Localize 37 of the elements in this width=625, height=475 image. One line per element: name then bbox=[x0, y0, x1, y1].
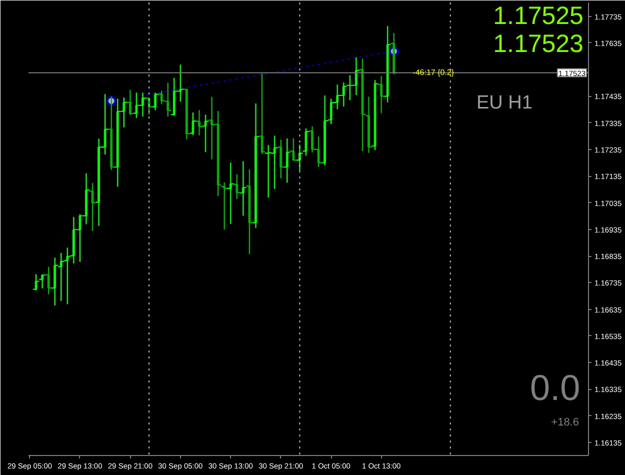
candlestick bbox=[365, 96, 373, 154]
candlestick bbox=[152, 92, 160, 110]
candlestick bbox=[384, 26, 392, 102]
annotation: 1.17525 bbox=[493, 2, 584, 30]
candlestick bbox=[57, 252, 65, 302]
candlestick bbox=[378, 76, 386, 114]
candlestick bbox=[358, 58, 366, 152]
candlestick bbox=[239, 161, 247, 216]
candlestick bbox=[277, 140, 285, 178]
candlestick bbox=[258, 74, 266, 154]
annotation: -46:17 {0.2} bbox=[412, 68, 454, 77]
candlestick bbox=[38, 274, 46, 289]
candlestick bbox=[252, 103, 260, 228]
annotation: +18.6 bbox=[551, 416, 579, 429]
candlestick bbox=[290, 138, 298, 161]
candlestick bbox=[108, 96, 116, 170]
candlestick bbox=[189, 112, 197, 136]
annotation: EU H1 bbox=[476, 92, 532, 114]
candlestick bbox=[246, 169, 254, 254]
candlestick bbox=[126, 90, 134, 116]
candlestick bbox=[88, 182, 96, 232]
candlestick bbox=[202, 114, 210, 152]
candlestick bbox=[233, 174, 241, 200]
candlestick bbox=[390, 33, 398, 74]
annotation: 0.0 bbox=[530, 367, 580, 408]
candlestick bbox=[182, 88, 190, 140]
candlestick bbox=[32, 274, 40, 290]
candlestick bbox=[51, 258, 59, 306]
candlestick bbox=[220, 182, 228, 230]
annotation: 1.17523 bbox=[493, 30, 584, 58]
candlestick bbox=[302, 128, 310, 156]
candlestick bbox=[283, 138, 291, 183]
candlestick bbox=[296, 144, 304, 171]
candlestick bbox=[371, 80, 379, 150]
candlestick bbox=[226, 162, 234, 224]
candlestick bbox=[196, 110, 203, 136]
candlestick bbox=[44, 266, 52, 294]
